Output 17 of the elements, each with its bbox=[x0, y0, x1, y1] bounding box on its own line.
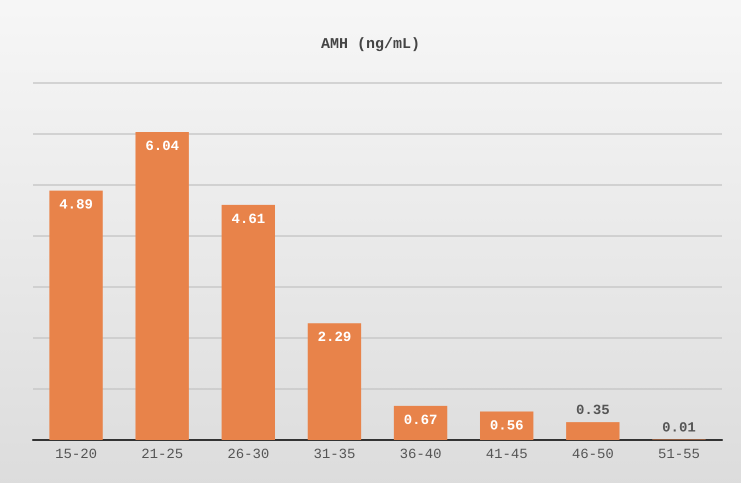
data-label: 0.35 bbox=[576, 403, 610, 420]
data-label: 0.67 bbox=[404, 412, 438, 429]
data-label: 4.61 bbox=[232, 212, 266, 228]
x-tick-label: 46-50 bbox=[572, 447, 614, 463]
x-tick-label: 41-45 bbox=[486, 447, 528, 463]
data-label: 0.01 bbox=[662, 420, 696, 436]
x-tick-label: 36-40 bbox=[400, 447, 442, 463]
x-tick-label: 26-30 bbox=[227, 447, 270, 463]
x-tick-label: 15-20 bbox=[55, 447, 98, 463]
x-tick-label: 31-35 bbox=[313, 447, 356, 463]
x-tick-label: 21-25 bbox=[141, 447, 184, 463]
data-label: 2.29 bbox=[318, 330, 352, 346]
data-label: 0.56 bbox=[490, 418, 524, 434]
chart-title: AMH (ng/mL) bbox=[320, 36, 420, 53]
data-label: 4.89 bbox=[59, 198, 93, 214]
data-label: 6.04 bbox=[145, 138, 179, 155]
x-tick-label: 51-55 bbox=[658, 447, 700, 463]
